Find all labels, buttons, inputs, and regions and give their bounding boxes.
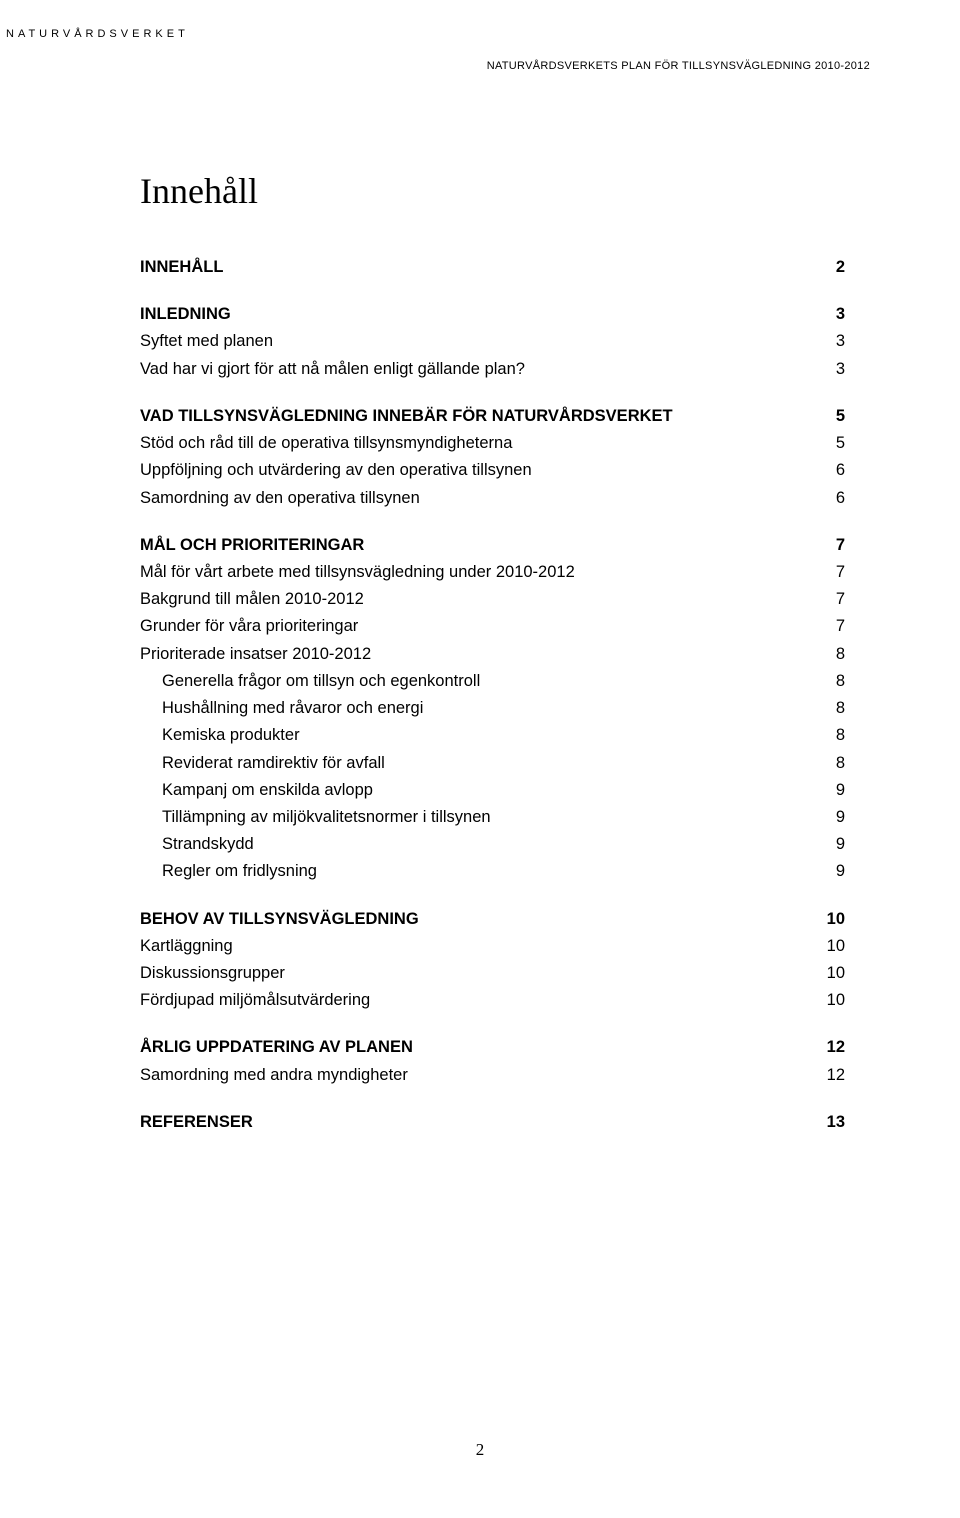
toc-entry-label: Uppföljning och utvärdering av den opera… — [140, 457, 816, 484]
toc-row: Regler om fridlysning9 — [140, 858, 845, 885]
toc-row: BEHOV AV TILLSYNSVÄGLEDNING10 — [140, 906, 845, 933]
toc-row: Vad har vi gjort för att nå målen enligt… — [140, 356, 845, 383]
toc-entry-label: Kartläggning — [140, 933, 807, 960]
toc-entry-page: 10 — [807, 933, 845, 960]
toc-row: Prioriterade insatser 2010-20128 — [140, 641, 845, 668]
toc-entry-label: Hushållning med råvaror och energi — [140, 695, 816, 722]
page-title: Innehåll — [140, 170, 845, 212]
toc-entry-page: 10 — [807, 906, 845, 933]
toc-entry-label: BEHOV AV TILLSYNSVÄGLEDNING — [140, 906, 807, 933]
toc-entry-label: Samordning av den operativa tillsynen — [140, 485, 816, 512]
toc-entry-page: 7 — [816, 586, 845, 613]
toc-entry-page: 9 — [816, 777, 845, 804]
toc-row: Syftet med planen3 — [140, 328, 845, 355]
toc-entry-label: Mål för vårt arbete med tillsynsvägledni… — [140, 559, 816, 586]
toc-entry-label: Reviderat ramdirektiv för avfall — [140, 750, 816, 777]
toc-entry-label: Bakgrund till målen 2010-2012 — [140, 586, 816, 613]
toc-row: Uppföljning och utvärdering av den opera… — [140, 457, 845, 484]
toc-entry-label: ÅRLIG UPPDATERING AV PLANEN — [140, 1034, 807, 1061]
toc-entry-page: 3 — [816, 301, 845, 328]
toc-row: ÅRLIG UPPDATERING AV PLANEN12 — [140, 1034, 845, 1061]
toc-entry-label: Tillämpning av miljökvalitetsnormer i ti… — [140, 804, 816, 831]
toc-row: Hushållning med råvaror och energi8 — [140, 695, 845, 722]
toc-row: Stöd och råd till de operativa tillsynsm… — [140, 430, 845, 457]
toc-entry-page: 5 — [816, 403, 845, 430]
toc-row: INLEDNING3 — [140, 301, 845, 328]
toc-entry-page: 12 — [807, 1062, 845, 1089]
toc-entry-page: 5 — [816, 430, 845, 457]
toc-gap — [140, 1014, 845, 1034]
toc-entry-page: 8 — [816, 722, 845, 749]
toc-row: Samordning med andra myndigheter12 — [140, 1062, 845, 1089]
toc-row: Kartläggning10 — [140, 933, 845, 960]
running-header-left: NATURVÅRDSVERKET — [6, 28, 189, 40]
toc-entry-page: 9 — [816, 858, 845, 885]
toc-entry-label: Regler om fridlysning — [140, 858, 816, 885]
toc-entry-page: 6 — [816, 457, 845, 484]
toc-entry-page: 8 — [816, 695, 845, 722]
toc-row: Bakgrund till målen 2010-20127 — [140, 586, 845, 613]
toc-row: Kemiska produkter8 — [140, 722, 845, 749]
toc-row: Generella frågor om tillsyn och egenkont… — [140, 668, 845, 695]
toc-entry-label: Stöd och råd till de operativa tillsynsm… — [140, 430, 816, 457]
toc-row: Reviderat ramdirektiv för avfall8 — [140, 750, 845, 777]
toc-entry-label: Prioriterade insatser 2010-2012 — [140, 641, 816, 668]
document-page: NATURVÅRDSVERKET NATURVÅRDSVERKETS PLAN … — [0, 0, 960, 1518]
toc-entry-page: 2 — [816, 254, 845, 281]
toc-gap — [140, 1089, 845, 1109]
toc-entry-label: Syftet med planen — [140, 328, 816, 355]
toc-gap — [140, 886, 845, 906]
toc-entry-label: MÅL OCH PRIORITERINGAR — [140, 532, 816, 559]
toc-row: INNEHÅLL2 — [140, 254, 845, 281]
toc-entry-label: Strandskydd — [140, 831, 816, 858]
toc-entry-page: 8 — [816, 641, 845, 668]
page-number: 2 — [0, 1440, 960, 1460]
toc-entry-label: Grunder för våra prioriteringar — [140, 613, 816, 640]
toc-entry-label: Diskussionsgrupper — [140, 960, 807, 987]
toc-gap — [140, 383, 845, 403]
toc-entry-label: Fördjupad miljömålsutvärdering — [140, 987, 807, 1014]
toc-row: Mål för vårt arbete med tillsynsvägledni… — [140, 559, 845, 586]
toc-row: Grunder för våra prioriteringar7 — [140, 613, 845, 640]
toc-row: REFERENSER13 — [140, 1109, 845, 1136]
toc-entry-page: 7 — [816, 559, 845, 586]
toc-entry-page: 12 — [807, 1034, 845, 1061]
page-content: Innehåll INNEHÅLL2INLEDNING3Syftet med p… — [90, 170, 870, 1136]
running-header-right: NATURVÅRDSVERKETS PLAN FÖR TILLSYNSVÄGLE… — [487, 60, 870, 72]
toc-entry-label: Kampanj om enskilda avlopp — [140, 777, 816, 804]
toc-row: Strandskydd9 — [140, 831, 845, 858]
toc-entry-page: 8 — [816, 750, 845, 777]
toc-entry-page: 9 — [816, 804, 845, 831]
toc-entry-page: 3 — [816, 328, 845, 355]
toc-entry-label: REFERENSER — [140, 1109, 807, 1136]
table-of-contents: INNEHÅLL2INLEDNING3Syftet med planen3Vad… — [140, 254, 845, 1136]
toc-entry-label: Vad har vi gjort för att nå målen enligt… — [140, 356, 816, 383]
toc-row: Tillämpning av miljökvalitetsnormer i ti… — [140, 804, 845, 831]
toc-row: Samordning av den operativa tillsynen6 — [140, 485, 845, 512]
toc-entry-page: 10 — [807, 987, 845, 1014]
toc-gap — [140, 512, 845, 532]
toc-row: Kampanj om enskilda avlopp9 — [140, 777, 845, 804]
toc-entry-label: INLEDNING — [140, 301, 816, 328]
toc-row: Diskussionsgrupper10 — [140, 960, 845, 987]
toc-entry-page: 13 — [807, 1109, 845, 1136]
toc-entry-page: 9 — [816, 831, 845, 858]
toc-entry-label: VAD TILLSYNSVÄGLEDNING INNEBÄR FÖR NATUR… — [140, 403, 816, 430]
toc-entry-page: 10 — [807, 960, 845, 987]
toc-entry-page: 7 — [816, 613, 845, 640]
toc-gap — [140, 281, 845, 301]
toc-entry-page: 6 — [816, 485, 845, 512]
toc-entry-label: INNEHÅLL — [140, 254, 816, 281]
toc-entry-page: 8 — [816, 668, 845, 695]
toc-entry-page: 7 — [816, 532, 845, 559]
toc-row: VAD TILLSYNSVÄGLEDNING INNEBÄR FÖR NATUR… — [140, 403, 845, 430]
toc-row: MÅL OCH PRIORITERINGAR7 — [140, 532, 845, 559]
toc-row: Fördjupad miljömålsutvärdering10 — [140, 987, 845, 1014]
toc-entry-label: Kemiska produkter — [140, 722, 816, 749]
toc-entry-page: 3 — [816, 356, 845, 383]
toc-entry-label: Samordning med andra myndigheter — [140, 1062, 807, 1089]
toc-entry-label: Generella frågor om tillsyn och egenkont… — [140, 668, 816, 695]
